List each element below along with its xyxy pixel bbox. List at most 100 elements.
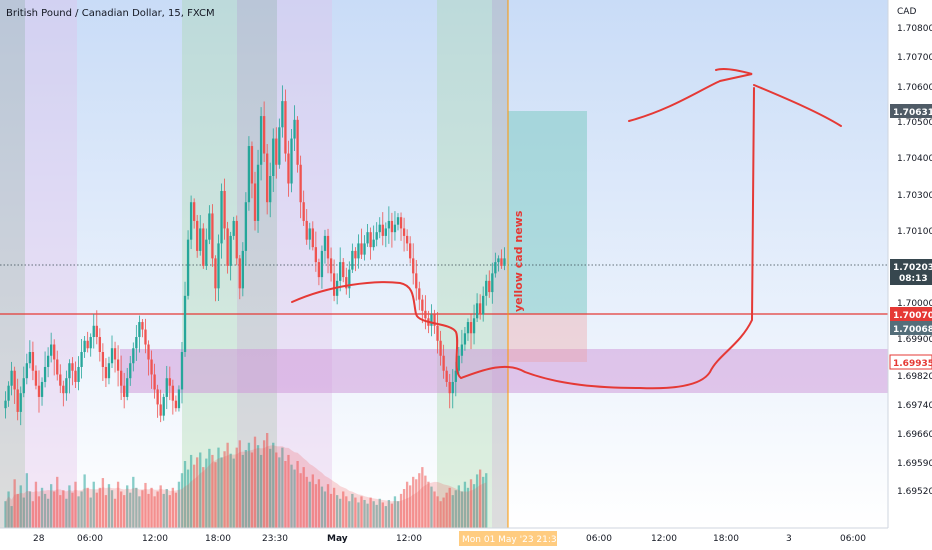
candle-body [475, 303, 479, 319]
volume-bar [116, 481, 120, 528]
candle-body [101, 352, 105, 367]
volume-bar [202, 467, 205, 528]
volume-bar [451, 495, 454, 528]
candle-body [189, 202, 193, 240]
candle-body [211, 213, 214, 259]
candle [107, 356, 111, 385]
volume-bar [326, 484, 330, 528]
time-tick: 12:00 [396, 534, 422, 544]
volume-bar [259, 454, 263, 528]
volume-bar [135, 487, 138, 528]
volume-bar [281, 447, 284, 528]
volume-bar [436, 496, 439, 528]
candle [77, 356, 80, 391]
volume-bar [241, 454, 244, 528]
candle [56, 350, 59, 381]
candle [363, 235, 366, 261]
candle-body [287, 153, 290, 184]
time-tick: 06:00 [840, 534, 866, 544]
volume-bar [186, 469, 190, 528]
candle-body [229, 235, 232, 266]
volume-bar [226, 442, 229, 528]
candle-body [436, 325, 439, 341]
volume-bar [311, 474, 314, 528]
candle [329, 247, 333, 282]
candle-body [156, 389, 159, 405]
candle-body [457, 355, 460, 371]
time-axis[interactable]: 28 06:00 12:00 18:00 23:30 May 12:00 Mon… [0, 527, 932, 550]
candle [135, 325, 138, 361]
volume-bar [266, 433, 269, 528]
candle [95, 310, 98, 345]
volume-bar [323, 491, 327, 528]
volume-bar [405, 481, 409, 528]
candle [281, 85, 284, 138]
candle [396, 213, 400, 231]
candle [7, 381, 10, 407]
candle-body [174, 400, 178, 409]
volume-bar [43, 493, 47, 528]
volume-bar [302, 467, 305, 528]
candle-body [244, 202, 248, 251]
volume-bar [205, 458, 208, 528]
projection-drawing[interactable] [291, 68, 842, 390]
volume-bar [34, 481, 38, 528]
candle-body [378, 224, 381, 233]
volume-bar [378, 498, 381, 528]
candle [451, 369, 454, 409]
currency-label: CAD [897, 7, 916, 17]
volume-bar [71, 492, 74, 528]
candle [272, 128, 275, 192]
volume-bar [314, 484, 318, 528]
candle-body [339, 262, 342, 281]
price-tag-last-label: 1.70203 [893, 263, 932, 273]
volume-bar [16, 493, 19, 528]
candle-body [381, 224, 384, 236]
candle-body [323, 235, 327, 251]
candle-body [293, 119, 296, 139]
candle [205, 228, 208, 270]
volume-bar [196, 457, 199, 528]
candle [89, 333, 92, 357]
volume-bar [171, 487, 175, 528]
volume-bar [390, 503, 394, 528]
volume-bar [68, 485, 71, 528]
price-tag-level-label: 1.70070 [893, 311, 932, 321]
volume-bar [165, 489, 168, 528]
candle-body [478, 303, 482, 315]
volume-bar [177, 481, 181, 528]
volume-bar [430, 486, 433, 528]
time-tick: 12:00 [142, 534, 168, 544]
price-axis[interactable]: CAD 1.708001.707001.706001.705001.704001… [887, 0, 932, 528]
volume-bar [278, 457, 281, 528]
candle-body [107, 363, 111, 379]
candle-body [46, 355, 50, 367]
volume-bar [439, 501, 442, 528]
price-tick: 1.70700 [897, 53, 932, 63]
candle-body [348, 269, 351, 289]
candle-body [98, 337, 101, 352]
candle [186, 230, 190, 300]
candle-body [250, 146, 254, 184]
candle-body [451, 381, 454, 394]
candle-body [180, 352, 184, 390]
candle [433, 309, 436, 334]
candle-body [86, 340, 89, 349]
target-zone [508, 111, 587, 314]
session-band [25, 0, 77, 528]
candle-body [488, 280, 491, 293]
candle-body [80, 352, 83, 367]
candle-body [162, 396, 165, 416]
volume-bar [244, 450, 248, 528]
candle [183, 281, 187, 357]
demand-zone [120, 349, 888, 393]
volume-bar [83, 474, 86, 528]
candle-body [241, 250, 244, 289]
candle [101, 343, 105, 381]
candle [10, 361, 13, 396]
volume-bar [7, 491, 10, 528]
volume-bar [98, 487, 101, 528]
candle [387, 206, 391, 244]
